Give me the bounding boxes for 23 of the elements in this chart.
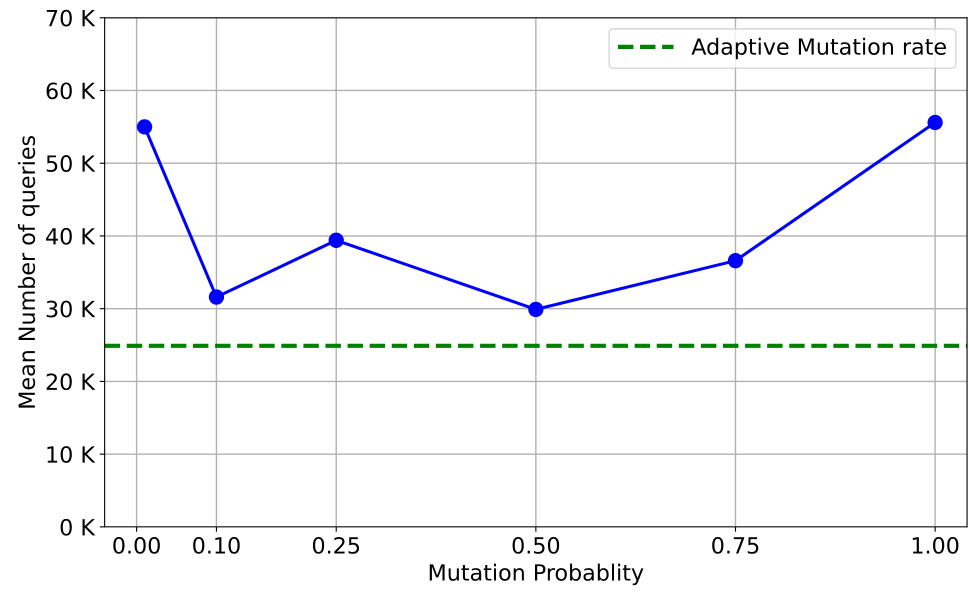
x-tick-label: 0.50 <box>512 536 560 554</box>
x-tick-label: 0.00 <box>113 536 160 554</box>
y-tick-label: 0 K <box>60 518 96 536</box>
y-tick-label: 40 K <box>46 228 96 245</box>
y-tick-label: 20 K <box>46 373 96 390</box>
y-tick-label: 60 K <box>46 82 96 100</box>
point <box>728 253 744 268</box>
point <box>208 289 224 305</box>
x-tick-label: 0.10 <box>193 536 240 554</box>
x-axis-title: Mutation Probablity <box>430 564 644 586</box>
y-tick-label: 50 K <box>46 155 96 172</box>
point <box>528 302 544 318</box>
point <box>136 119 152 134</box>
x-tick-label: 0.75 <box>712 536 758 554</box>
x-tick-label: 1.00 <box>912 536 958 554</box>
point <box>927 114 943 130</box>
y-axis-title: Mean Number of queries <box>18 136 40 408</box>
y-tick-label: 10 K <box>47 446 96 463</box>
y-tick-label: 70 K <box>46 10 96 27</box>
y-tick-label: 30 K <box>46 300 96 318</box>
x-tick-label: 0.25 <box>312 536 360 554</box>
point <box>328 232 344 248</box>
legend-label: Adaptive Mutation rate <box>691 38 946 60</box>
